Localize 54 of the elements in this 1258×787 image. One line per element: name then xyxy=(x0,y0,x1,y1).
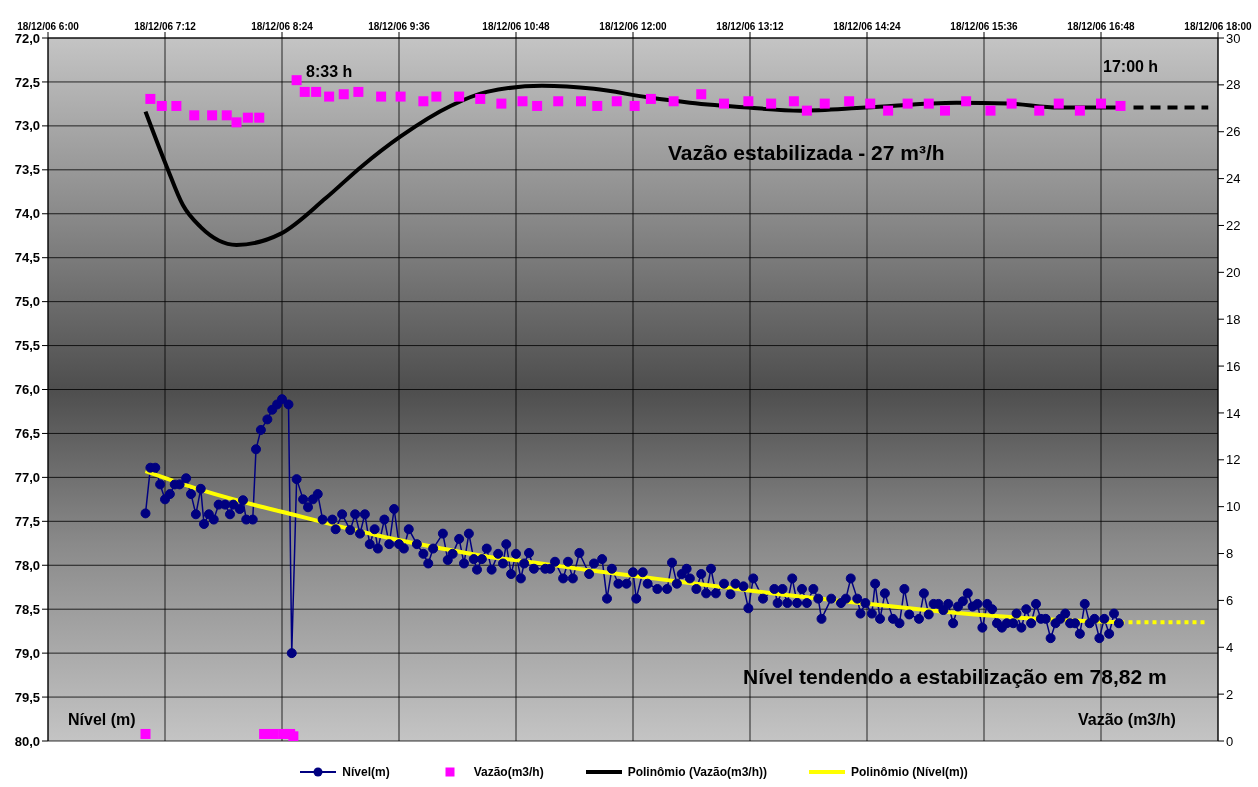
x-tick-label: 18/12/06 14:24 xyxy=(833,21,902,32)
y2-tick-label: 0 xyxy=(1226,733,1234,749)
x-tick-label: 18/12/06 9:36 xyxy=(368,21,431,32)
y2-tick-label: 24 xyxy=(1226,171,1241,187)
x-tick-label: 18/12/06 12:00 xyxy=(599,21,668,32)
x-tick-label: 18/12/06 13:12 xyxy=(716,21,785,32)
annotation: Vazão estabilizada - 27 m³/h xyxy=(668,141,945,165)
y2-tick-label: 2 xyxy=(1226,686,1234,702)
y-tick-label: 77,0 xyxy=(14,469,40,485)
y2-axis-title: Vazão (m3/h) xyxy=(1078,711,1176,729)
y2-tick-label: 14 xyxy=(1226,405,1241,421)
x-tick-label: 18/12/06 18:00 xyxy=(1184,21,1253,32)
y-tick-label: 73,5 xyxy=(14,162,40,178)
y-tick-label: 74,0 xyxy=(14,206,40,222)
y2-tick-label: 22 xyxy=(1226,218,1241,234)
y-tick-label: 78,0 xyxy=(14,557,40,573)
y-tick-label: 77,5 xyxy=(14,513,40,529)
y-tick-label: 76,5 xyxy=(14,426,40,442)
annotation: Nível tendendo a estabilização em 78,82 m xyxy=(743,665,1167,689)
y-tick-label: 76,0 xyxy=(14,382,40,398)
x-tick-label: 18/12/06 10:48 xyxy=(482,21,551,32)
y2-tick-label: 16 xyxy=(1226,358,1241,374)
y-tick-label: 74,5 xyxy=(14,250,40,266)
y-tick-label: 79,0 xyxy=(14,645,40,661)
legend-label: Polinômio (Nível(m)) xyxy=(851,765,968,779)
y-tick-label: 75,5 xyxy=(14,338,40,354)
y-tick-label: 72,5 xyxy=(14,74,40,90)
y2-tick-label: 28 xyxy=(1226,77,1241,93)
y2-tick-label: 4 xyxy=(1226,639,1234,655)
y2-tick-label: 6 xyxy=(1226,593,1234,609)
legend-label: Vazão(m3/h) xyxy=(473,765,544,779)
legend-label: Polinômio (Vazão(m3/h)) xyxy=(627,765,768,779)
y-axis-title: Nível (m) xyxy=(68,711,136,729)
y2-tick-label: 18 xyxy=(1226,311,1241,327)
y2-tick-label: 12 xyxy=(1226,452,1241,468)
annotation: 8:33 h xyxy=(306,63,353,81)
x-tick-label: 18/12/06 8:24 xyxy=(251,21,314,32)
y-tick-label: 73,0 xyxy=(14,118,40,134)
x-tick-label: 18/12/06 6:00 xyxy=(17,21,80,32)
y2-tick-label: 20 xyxy=(1226,264,1241,280)
y2-tick-label: 26 xyxy=(1226,124,1241,140)
y2-tick-label: 30 xyxy=(1226,30,1241,46)
legend-label: Nível(m) xyxy=(342,765,390,779)
y-tick-label: 72,0 xyxy=(14,30,40,46)
y-tick-label: 80,0 xyxy=(14,733,40,749)
x-tick-label: 18/12/06 15:36 xyxy=(950,21,1019,32)
x-tick-label: 18/12/06 16:48 xyxy=(1067,21,1136,32)
y-tick-label: 78,5 xyxy=(14,601,40,617)
annotation: 17:00 h xyxy=(1103,58,1159,76)
x-tick-label: 18/12/06 7:12 xyxy=(134,21,197,32)
y-tick-label: 79,5 xyxy=(14,689,40,705)
y-tick-label: 75,0 xyxy=(14,294,40,310)
y2-tick-label: 8 xyxy=(1226,546,1234,562)
y2-tick-label: 10 xyxy=(1226,499,1241,515)
